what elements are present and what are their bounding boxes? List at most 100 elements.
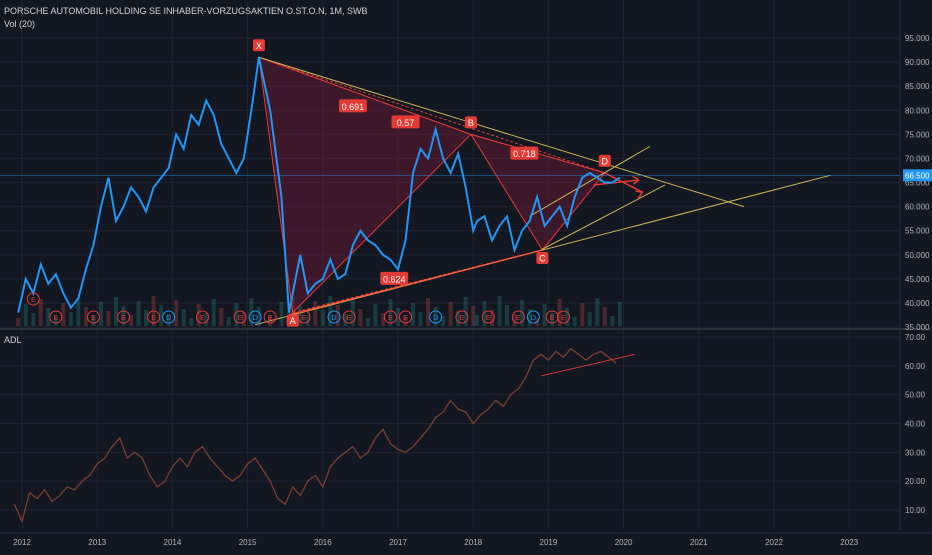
event-marker-ring [49,310,63,324]
volume-bar [53,317,58,326]
volume-bar [433,307,438,326]
time-axis-tick: 2020 [615,538,633,547]
event-marker-ring [26,292,40,306]
volume-bar [189,318,194,326]
ratio-line [258,56,605,174]
event-marker-ring [263,310,277,324]
pattern-point-bg [598,154,611,167]
price-axis-tick: 40.000 [905,299,930,308]
volume-bar [411,303,416,326]
volume-bar [587,312,592,326]
volume-bar [388,299,393,326]
event-marker-ring [147,310,161,324]
time-axis-tick: 2018 [464,538,482,547]
event-marker-ring [556,310,570,324]
event-marker-label: E [238,315,243,322]
event-marker-label: E [460,315,465,322]
volume-bar [350,300,355,326]
volume-bar [335,305,340,326]
price-axis-tick: 55.000 [905,227,930,236]
event-marker-ring [86,310,100,324]
event-marker-label: D [166,315,171,322]
ratio-label-bg [510,146,539,160]
volume-bar [550,313,555,326]
time-axis-tick: 2019 [540,538,558,547]
adl-axis-tick: 60.00 [905,362,926,371]
volume-bar [136,301,141,326]
volume-bar [226,317,231,326]
event-marker-ring [399,310,413,324]
volume-bar [181,309,186,326]
ratio-line [470,133,605,174]
volume-bar [234,303,239,326]
adl-axis-tick: 70.00 [905,333,926,342]
pattern-point-label: A [290,316,296,326]
volume-bar [91,316,96,326]
volume-bar [219,308,224,326]
event-marker-ring [195,310,209,324]
volume-bar [320,310,325,326]
volume-bar [403,317,408,326]
event-marker-label: D [253,315,258,322]
time-axis-tick: 2012 [13,538,31,547]
event-marker-ring [327,310,341,324]
volume-bar [497,296,502,326]
volume-bar [365,318,370,326]
price-axis-tick: 35.000 [905,323,930,332]
event-marker-ring [248,310,262,324]
volume-bar [328,296,333,326]
volume-bar [565,308,570,326]
time-axis-tick: 2021 [690,538,708,547]
event-marker-label: E [561,315,566,322]
event-marker-ring [162,310,176,324]
event-marker-label: E [486,315,491,322]
event-marker-label: E [200,315,205,322]
time-axis-tick: 2013 [88,538,106,547]
event-marker-label: E [91,315,96,322]
time-axis-tick: 2022 [765,538,783,547]
volume-bar [129,315,134,326]
event-marker-label: E [121,315,126,322]
event-marker-label: E [516,315,521,322]
volume-bar [196,304,201,326]
volume-bar [358,309,363,326]
adl-axis-tick: 20.00 [905,477,926,486]
trendline [529,145,651,217]
price-series-line [17,57,621,313]
adl-series-line [13,347,617,524]
volume-bar [505,305,510,326]
projection-arrow [593,179,639,186]
volume-bar [38,299,43,326]
volume-bar [380,313,385,326]
volume-bar [23,304,28,326]
volume-bar [482,301,487,326]
event-marker-label: E [347,315,352,322]
volume-bar [580,303,585,326]
volume-bar [211,299,216,326]
price-axis-tick: 95.000 [905,34,930,43]
event-marker-ring [233,310,247,324]
price-axis-tick: 60.000 [905,203,930,212]
ratio-label: 0.718 [513,149,536,159]
volume-bar [68,312,73,326]
adl-title: ADL [4,335,22,345]
adl-trendline [540,353,635,377]
volume-bar [61,303,66,326]
event-marker-ring [545,310,559,324]
volume-bar [298,306,303,326]
volume-bar [83,307,88,326]
adl-axis-tick: 40.00 [905,420,926,429]
ratio-label-bg [380,271,409,285]
volume-bar [114,297,118,326]
projection-arrowhead [632,175,640,185]
volume-bar [76,298,81,326]
support-line [288,249,543,316]
volume-bar [241,312,246,326]
event-marker-ring [342,310,356,324]
ratio-label-bg [338,99,367,113]
event-marker-ring [297,310,311,324]
event-marker-label: E [31,297,36,304]
volume-bar [16,318,21,326]
